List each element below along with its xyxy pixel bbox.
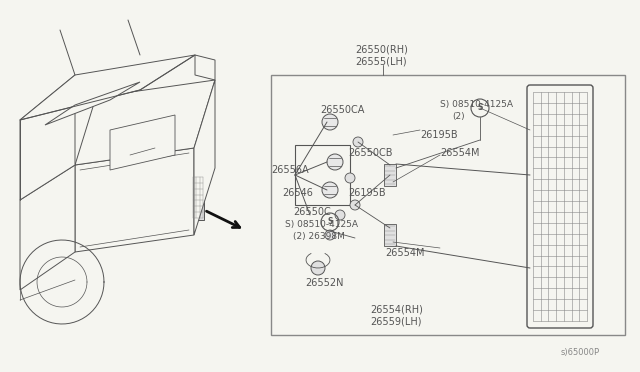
Text: s)65000P: s)65000P [561, 348, 600, 357]
Bar [384, 164, 396, 186]
Text: 26556A: 26556A [271, 165, 308, 175]
Text: 26550CA: 26550CA [320, 105, 364, 115]
Polygon shape [195, 55, 215, 80]
Text: 26554M: 26554M [385, 248, 424, 258]
Text: S) 08510-4125A: S) 08510-4125A [285, 220, 358, 229]
Circle shape [350, 200, 360, 210]
Text: (2) 26398M: (2) 26398M [293, 232, 345, 241]
Bar [295, 145, 350, 205]
Polygon shape [194, 80, 215, 235]
Text: 26550CB: 26550CB [348, 148, 392, 158]
Circle shape [327, 154, 343, 170]
Bar [192, 175, 204, 220]
Bar [271, 75, 625, 335]
Text: 26554M: 26554M [440, 148, 479, 158]
Polygon shape [110, 115, 175, 170]
Text: 26550C: 26550C [293, 207, 331, 217]
Polygon shape [75, 148, 194, 252]
Circle shape [311, 261, 325, 275]
Text: S: S [477, 103, 483, 112]
Text: 26559(LH): 26559(LH) [370, 316, 422, 326]
Text: (2): (2) [452, 112, 465, 121]
Text: 26195B: 26195B [420, 130, 458, 140]
Text: 26554(RH): 26554(RH) [370, 305, 423, 315]
Text: S: S [327, 218, 333, 227]
Polygon shape [20, 75, 75, 200]
Polygon shape [75, 80, 215, 165]
Text: 26555(LH): 26555(LH) [355, 56, 406, 66]
Text: 26552N: 26552N [305, 278, 344, 288]
Polygon shape [20, 165, 75, 290]
Circle shape [322, 182, 338, 198]
Text: 26195B: 26195B [348, 188, 386, 198]
Text: S) 08510-4125A: S) 08510-4125A [440, 100, 513, 109]
Polygon shape [20, 55, 195, 120]
Bar [384, 224, 396, 246]
Circle shape [325, 230, 335, 240]
Circle shape [345, 173, 355, 183]
Circle shape [322, 114, 338, 130]
Text: 26550(RH): 26550(RH) [355, 45, 408, 55]
Circle shape [353, 137, 363, 147]
Text: 26546: 26546 [282, 188, 313, 198]
Polygon shape [45, 82, 140, 125]
Circle shape [335, 210, 345, 220]
